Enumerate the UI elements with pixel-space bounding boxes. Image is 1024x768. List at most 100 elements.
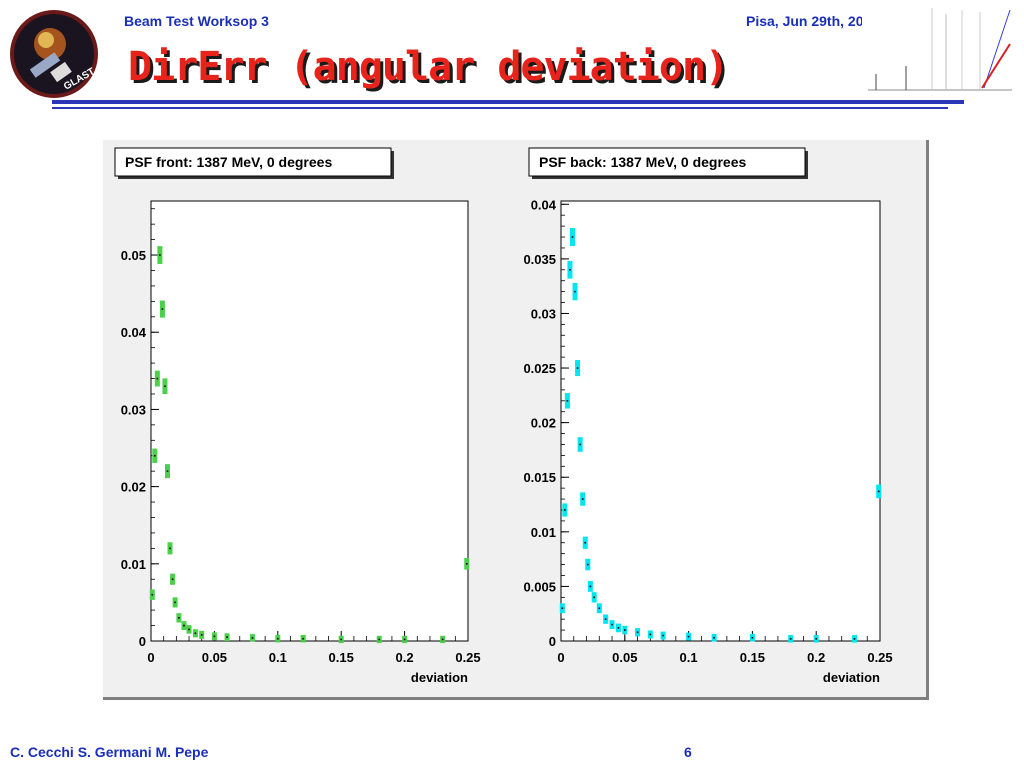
y-tick-label: 0.01 [531,525,556,540]
data-point-center [378,638,381,641]
y-tick-label: 0.01 [121,557,146,572]
y-tick-label: 0.015 [523,470,556,485]
data-point-center [636,631,639,634]
y-tick-label: 0.04 [121,325,147,340]
data-point-center [169,547,171,550]
data-point-center [687,635,690,638]
data-point-center [159,254,161,256]
data-point-center [213,635,216,638]
x-tick-label: 0 [557,650,564,665]
data-point-center [617,627,620,629]
data-point-center [403,638,406,641]
data-point-center [200,634,203,636]
data-point-center [593,596,595,599]
x-tick-label: 0.15 [740,650,765,665]
x-tick-label: 0.2 [807,650,825,665]
x-axis-label: deviation [823,670,880,685]
data-point-center [277,637,279,640]
data-point-center [576,367,579,369]
data-point-center [566,400,569,402]
data-point-center [154,454,156,457]
y-tick-label: 0.025 [523,361,556,376]
data-point-center [302,637,304,640]
data-point-center [584,541,587,544]
data-point-center [226,636,228,638]
chart-title: PSF back: 1387 MeV, 0 degrees [539,154,746,170]
data-point-center [251,637,254,639]
data-point-center [815,638,817,640]
plot-thumbnail [862,4,1016,94]
x-tick-label: 0.05 [612,650,637,665]
data-point-center [340,638,342,641]
data-point-center [598,607,601,610]
plot-frame [560,200,881,642]
y-tick-label: 0 [549,634,556,649]
chart-title: PSF front: 1387 MeV, 0 degrees [125,154,332,170]
data-point-center [183,624,185,627]
x-tick-label: 0.25 [867,650,892,665]
x-tick-label: 0.2 [396,650,414,665]
data-point-center [164,385,166,388]
header-rule [52,100,964,104]
data-point-center [156,377,159,380]
data-point-center [174,601,176,604]
data-point-center [188,628,190,631]
data-point-center [441,638,444,641]
data-point-center [171,578,174,581]
data-point-center [662,634,664,637]
header-date: Pisa, Jun 29th, 2006 [746,13,880,29]
x-tick-label: 0.05 [202,650,227,665]
data-point-center [751,636,754,639]
data-point-center [561,607,564,610]
y-tick-label: 0.005 [523,579,556,594]
y-tick-label: 0.02 [531,416,556,431]
data-point-center [586,563,589,566]
glast-logo: GLAST [6,6,102,102]
chart-panel: PSF front: 1387 MeV, 0 degrees 0 0.01 0.02 0… [103,140,929,700]
chart-title-box [528,147,806,177]
y-tick-label: 0.02 [121,480,146,495]
data-point-center [579,443,581,446]
y-tick-label: 0.05 [121,248,146,263]
data-point-center [877,490,880,493]
y-tick-label: 0.03 [121,402,146,417]
data-point-center [161,308,164,310]
data-point-center [853,638,856,640]
x-axis-label: deviation [411,670,468,685]
plot-thumbnail-icon [862,4,1016,94]
data-point-center [194,632,197,635]
footer-page-number: 6 [684,744,692,760]
data-point-center [465,563,468,565]
data-point-center [569,268,571,271]
header-event: Beam Test Worksop 3 [124,13,269,29]
x-tick-label: 0.25 [455,650,480,665]
chart-psf-front: PSF front: 1387 MeV, 0 degrees 0 0.01 0.02 0… [114,147,481,685]
y-tick-label: 0.03 [531,306,556,321]
data-point-center [178,617,180,619]
glast-mission-logo-icon: GLAST [10,10,98,98]
plot-frame [150,200,469,642]
y-tick-label: 0.04 [531,197,557,212]
data-point-center [624,629,626,631]
x-tick-label: 0.1 [680,650,698,665]
data-point-center [604,618,607,620]
data-point-center [571,236,574,238]
x-tick-label: 0.15 [329,650,354,665]
page-title: DirErr (angular deviation) [128,44,729,90]
footer-authors: C. Cecchi S. Germani M. Pepe [10,744,209,760]
data-point-center [151,593,154,596]
data-point-center [581,498,584,500]
data-point-center [611,623,613,626]
y-tick-label: 0.035 [523,252,556,267]
psf-charts: PSF front: 1387 MeV, 0 degrees 0 0.01 0.02 0… [103,140,929,700]
data-point-center [649,633,652,636]
data-point-center [166,470,169,472]
x-tick-label: 0.1 [269,650,287,665]
chart-title-box [114,147,392,177]
y-tick-label: 0 [139,634,146,649]
data-point-center [789,638,792,640]
header-rule-thin [52,107,948,109]
chart-psf-back: PSF back: 1387 MeV, 0 degrees 0 0.005 0.01 0… [523,147,893,685]
data-point-center [564,509,566,511]
data-point-center [713,636,715,639]
